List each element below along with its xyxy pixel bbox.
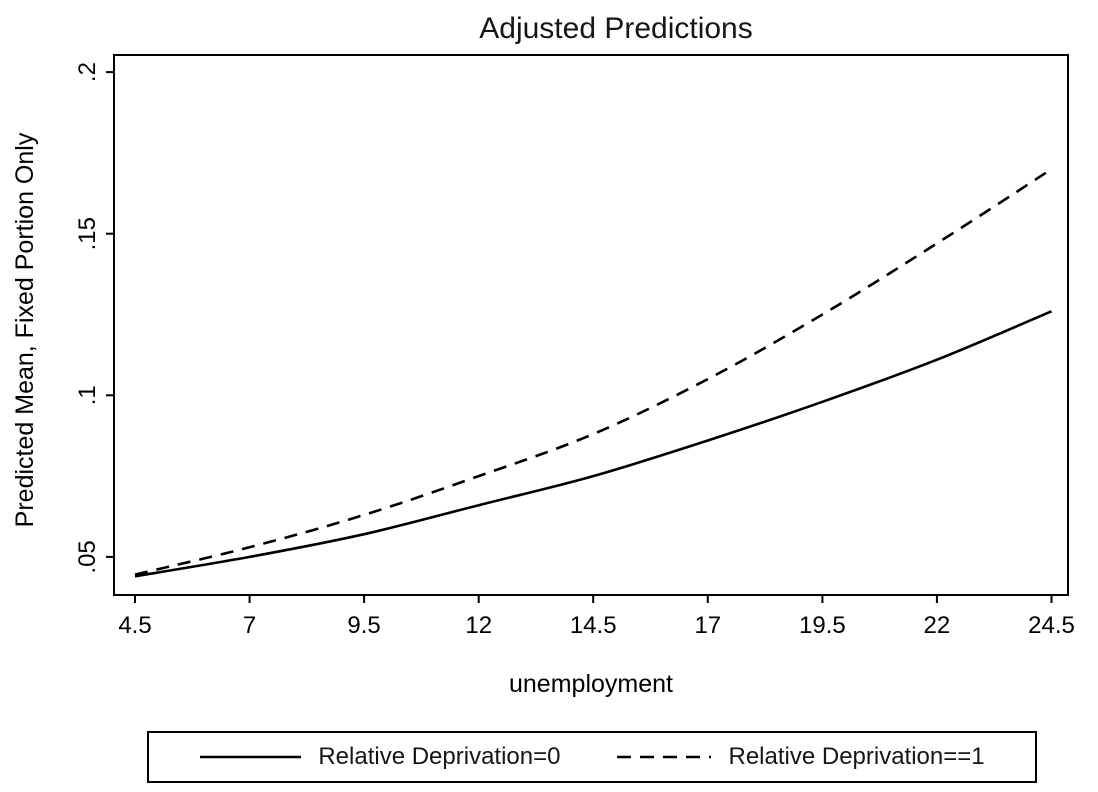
solid-line-icon: [200, 755, 302, 759]
series-line-dashed: [134, 168, 1053, 576]
legend-label-dashed: Relative Deprivation==1: [728, 743, 985, 770]
legend: Relative Deprivation=0 Relative Deprivat…: [147, 731, 1037, 783]
x-tick-label: 17: [694, 612, 721, 639]
series-line-solid: [134, 310, 1053, 578]
dashed-line-icon: [617, 755, 712, 759]
legend-entry-dashed: Relative Deprivation==1: [616, 743, 985, 771]
x-tick-label: 14.5: [570, 612, 617, 639]
legend-entry-solid: Relative Deprivation=0: [199, 743, 560, 771]
y-tick-label: .1: [74, 385, 101, 405]
y-tick-label: .05: [74, 540, 101, 573]
x-tick-label: 7: [243, 612, 256, 639]
axis-ticks: 4.5 7 9.5 12 14.5 17 19.5 22 24.5 .05 .1 .15 .2: [74, 62, 1075, 639]
y-tick-label: .2: [74, 62, 101, 82]
legend-label-solid: Relative Deprivation=0: [318, 743, 561, 770]
x-tick-label: 19.5: [799, 612, 846, 639]
x-tick-label: 12: [465, 612, 492, 639]
y-axis-label: Predicted Mean, Fixed Portion Only: [11, 132, 39, 527]
x-axis-label: unemployment: [509, 670, 673, 698]
x-tick-label: 22: [924, 612, 951, 639]
series-lines: [134, 168, 1053, 578]
plot-area-border: [113, 54, 1069, 596]
x-tick-label: 9.5: [347, 612, 380, 639]
y-tick-label: .15: [74, 217, 101, 250]
chart-title: Adjusted Predictions: [479, 12, 753, 45]
x-tick-label: 4.5: [118, 612, 151, 639]
x-tick-label: 24.5: [1028, 612, 1075, 639]
